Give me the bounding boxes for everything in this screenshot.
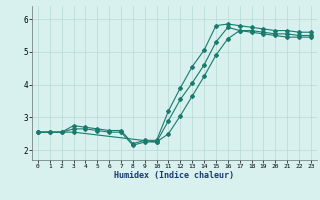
X-axis label: Humidex (Indice chaleur): Humidex (Indice chaleur) (115, 171, 234, 180)
